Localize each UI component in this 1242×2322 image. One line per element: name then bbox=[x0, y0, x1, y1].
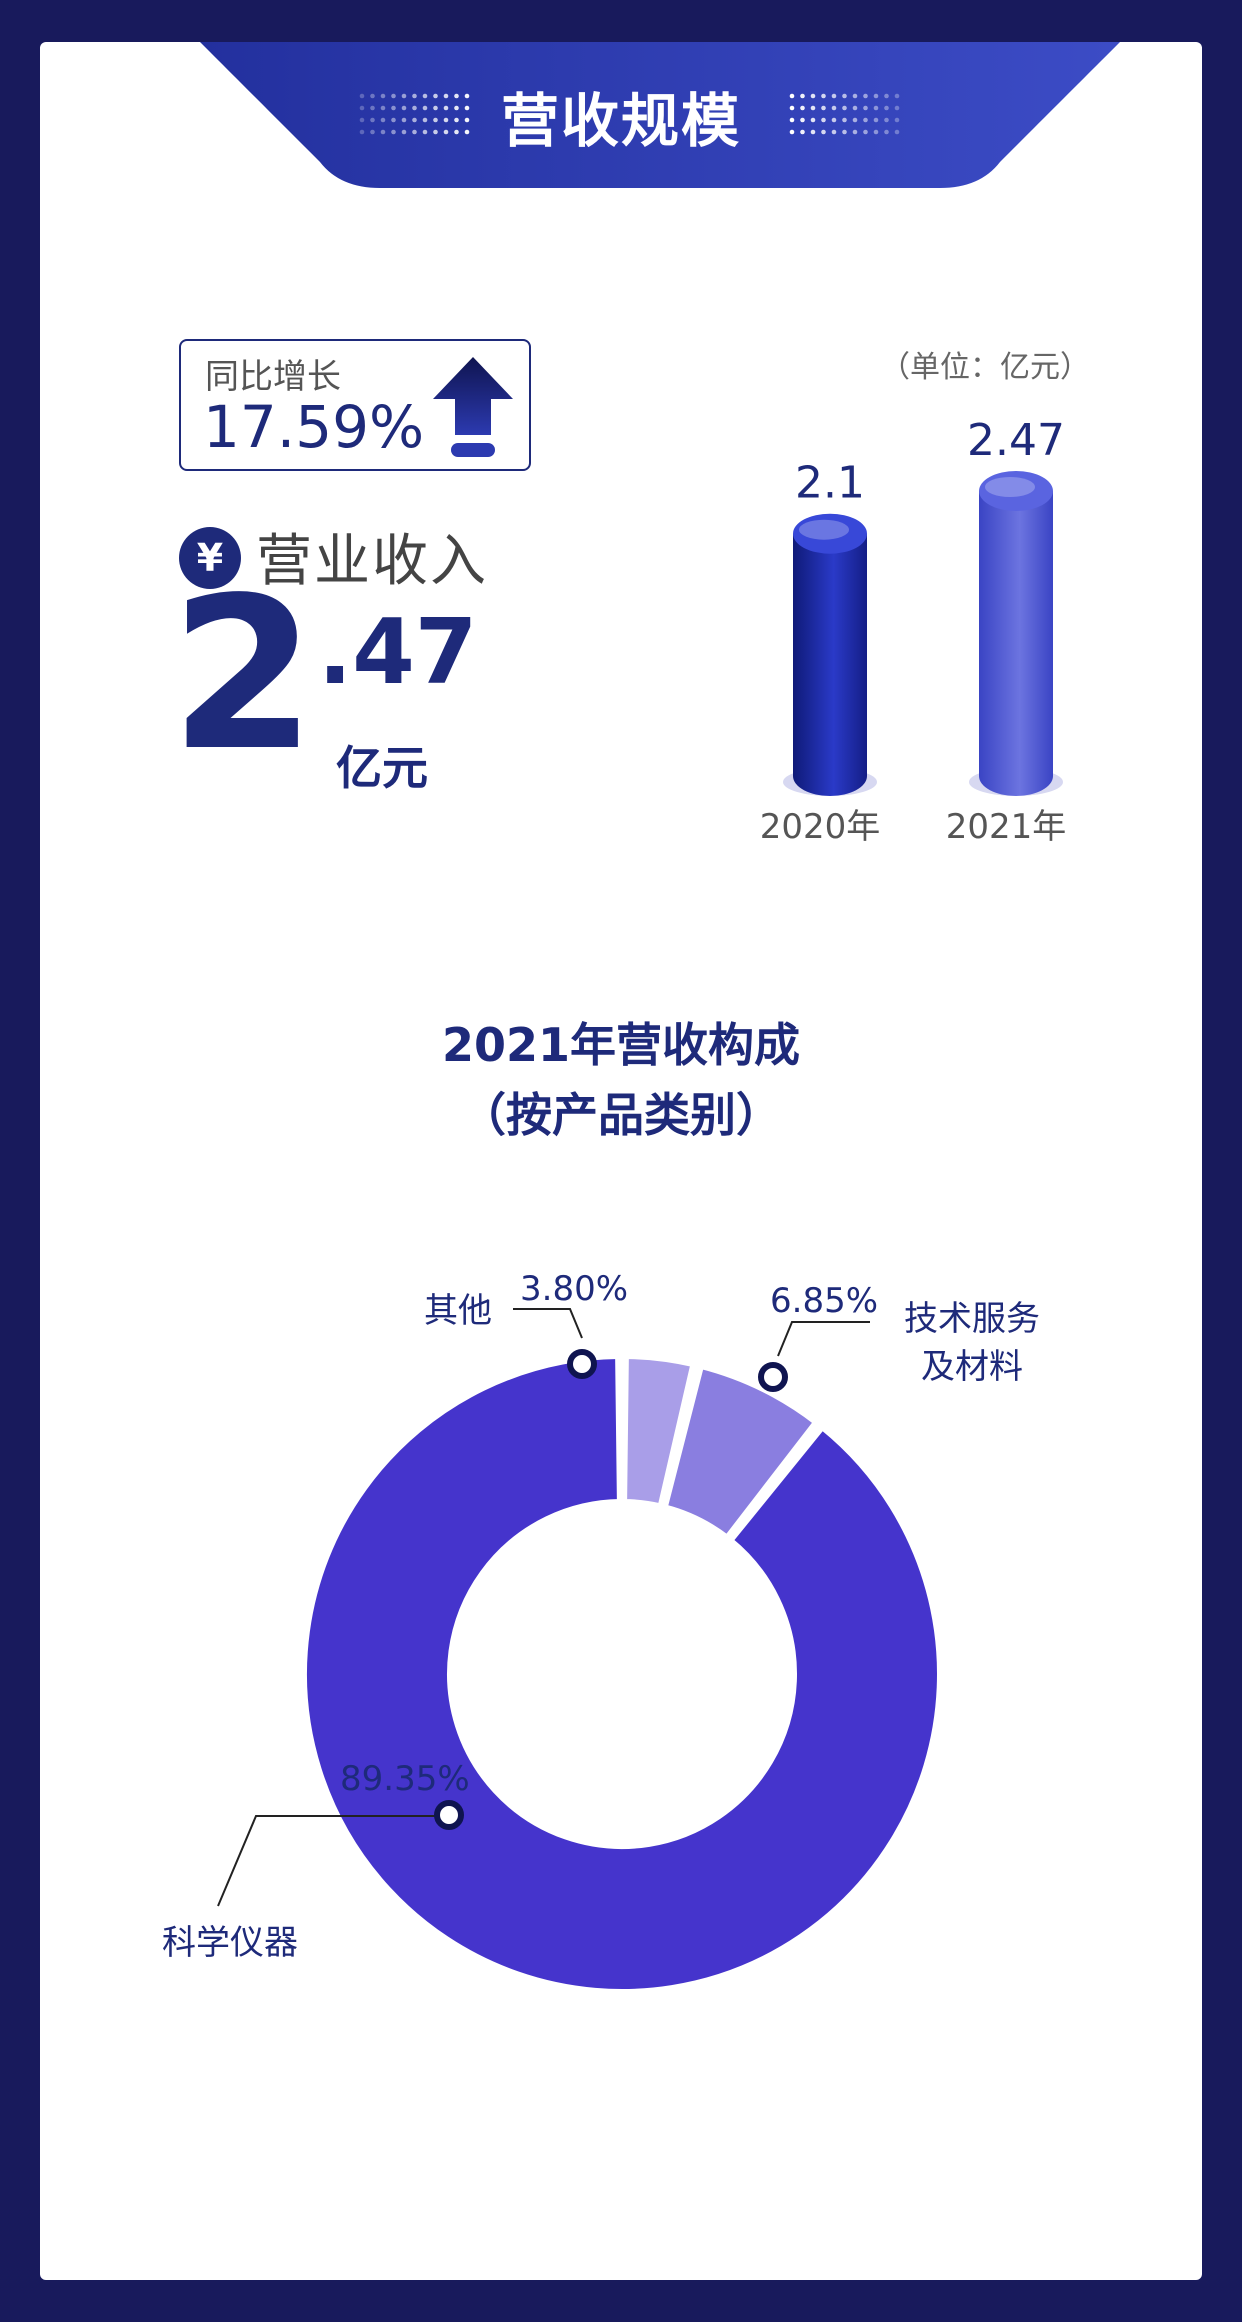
bar-highlight bbox=[799, 519, 849, 540]
unit-note: （单位：亿元） bbox=[880, 350, 1090, 385]
yoy-label: 同比增长 bbox=[205, 357, 341, 397]
page-title: 营收规模 bbox=[500, 87, 741, 155]
revenue-label: 营业收入 bbox=[256, 529, 488, 594]
slice-marker bbox=[567, 1349, 597, 1379]
leader-line bbox=[513, 1308, 583, 1339]
donut-slice-2 bbox=[301, 1352, 943, 1995]
revenue-integer: 2 bbox=[170, 552, 317, 797]
slice-category-label: 其他 bbox=[424, 1291, 492, 1331]
slice-category-label: 科学仪器 bbox=[162, 1923, 298, 1963]
yoy-growth-box: 同比增长 17.59% bbox=[179, 339, 531, 471]
slice-category-label: 技术服务 bbox=[904, 1299, 1040, 1339]
slice-value-label: 3.80% bbox=[520, 1269, 628, 1309]
dots-left-decoration bbox=[359, 93, 470, 135]
slice-value-label: 6.85% bbox=[770, 1281, 878, 1321]
slice-marker bbox=[434, 1800, 464, 1830]
pie-title-line: 2021年营收构成 bbox=[441, 1018, 801, 1072]
revenue-unit: 亿元 bbox=[336, 741, 428, 795]
pie-subtitle-line: （按产品类别） bbox=[460, 1088, 782, 1142]
donut-slice-1 bbox=[661, 1362, 821, 1543]
slice-category-label: 及材料 bbox=[921, 1347, 1023, 1387]
yoy-value: 17.59% bbox=[203, 393, 425, 461]
yuan-icon: ¥ bbox=[179, 527, 241, 589]
revenue-bar-chart: 2.1 2020年 2.47 2021年 bbox=[760, 422, 1067, 847]
bar-category-label: 2020年 bbox=[760, 807, 881, 847]
leader-line bbox=[217, 1815, 448, 1907]
bar-2020年 bbox=[793, 533, 867, 796]
slice-value-label: 89.35% bbox=[340, 1759, 470, 1799]
header-tab bbox=[200, 42, 1120, 188]
bar-highlight bbox=[985, 477, 1035, 497]
slice-marker bbox=[758, 1362, 788, 1392]
yuan-symbol: ¥ bbox=[197, 536, 223, 580]
leader-line bbox=[777, 1321, 870, 1357]
bar-category-label: 2021年 bbox=[946, 807, 1067, 847]
bar-top bbox=[793, 513, 867, 554]
up-arrow-icon bbox=[433, 357, 513, 457]
revenue-decimal: .47 bbox=[318, 600, 478, 705]
bar-top bbox=[979, 471, 1053, 511]
bar-value-label: 2.1 bbox=[795, 458, 865, 509]
bar-2021年 bbox=[979, 491, 1053, 796]
pie-chart-title: 2021年营收构成 （按产品类别） bbox=[40, 1010, 1202, 1150]
donut-slice-0 bbox=[621, 1352, 698, 1510]
infographic-card: 营收规模 同比增长 17.59% ¥ 营业收入 2 .47 亿元 （单位：亿元）… bbox=[40, 42, 1202, 2280]
bar-value-label: 2.47 bbox=[967, 422, 1065, 466]
dots-right-decoration bbox=[789, 93, 900, 135]
